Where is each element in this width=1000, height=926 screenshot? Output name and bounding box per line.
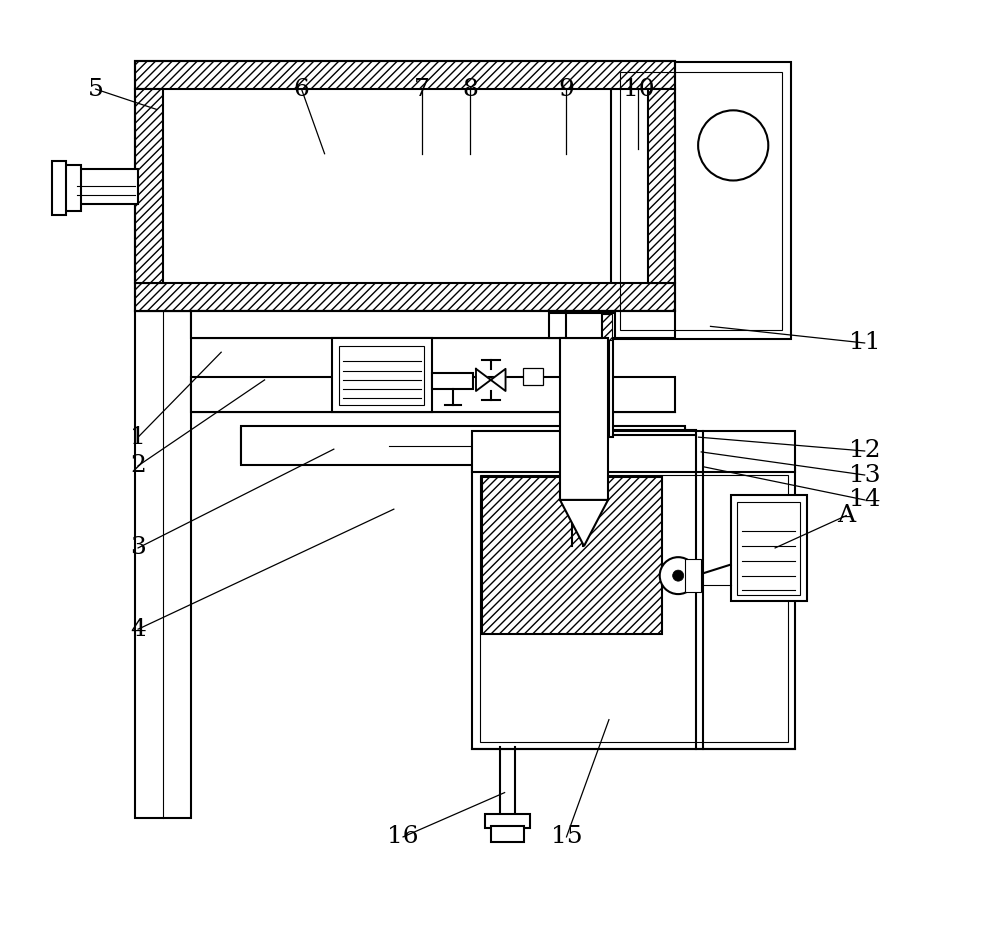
Bar [480,475,788,742]
Bar [241,428,685,463]
Bar [523,368,543,384]
Bar [191,310,675,338]
Bar [648,89,675,283]
Circle shape [673,570,684,582]
Bar [609,337,613,437]
Bar [737,502,800,595]
Text: 11: 11 [849,332,880,355]
Text: 12: 12 [849,440,880,462]
Bar [241,426,685,465]
Text: 2: 2 [130,455,146,477]
Text: 9: 9 [559,78,574,101]
Text: 8: 8 [463,78,478,101]
Bar [597,314,612,340]
Text: 7: 7 [414,78,429,101]
Bar [611,62,791,339]
Bar [135,61,675,89]
Bar [64,165,81,211]
Text: 1: 1 [130,426,146,449]
Text: 6: 6 [294,78,309,101]
Bar [135,310,191,819]
Bar [731,495,807,602]
Bar [75,169,138,205]
Bar [472,431,795,472]
Text: 5: 5 [88,78,104,101]
Text: A: A [837,504,855,527]
Text: 15: 15 [551,825,582,848]
Bar [191,377,675,412]
Text: 14: 14 [849,488,880,511]
Bar [472,468,795,749]
Bar [491,826,524,842]
Bar [332,338,432,412]
Text: 3: 3 [130,536,146,559]
Bar [135,283,675,310]
Text: 10: 10 [623,78,654,101]
Bar [135,89,163,283]
Bar [685,559,701,593]
Bar [163,89,648,283]
Bar [482,477,662,633]
Bar [566,312,602,338]
Bar [560,338,608,500]
Bar [52,161,66,215]
Bar [432,372,473,389]
Bar [135,61,675,310]
Bar [620,71,782,330]
Text: 16: 16 [387,825,419,848]
Text: 4: 4 [130,618,146,641]
Circle shape [660,557,697,594]
Polygon shape [560,500,608,546]
Bar [549,312,615,338]
Polygon shape [476,369,506,391]
Bar [485,814,530,828]
Text: 13: 13 [849,464,880,486]
Bar [339,345,424,405]
